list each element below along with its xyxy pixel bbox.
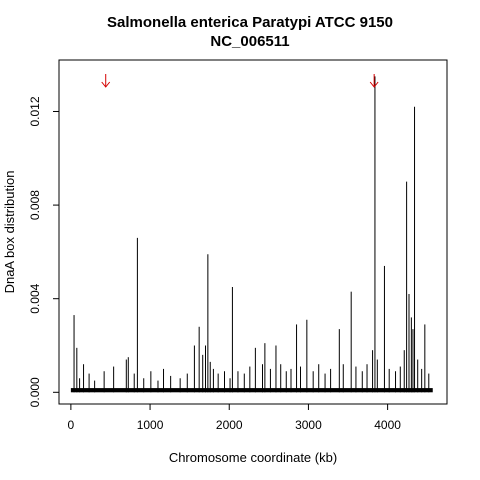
x-tick-label: 4000 bbox=[374, 418, 401, 432]
chart-title-line-1: Salmonella enterica Paratypi ATCC 9150 bbox=[107, 14, 393, 31]
peak-bars bbox=[70, 76, 433, 393]
x-tick-label: 3000 bbox=[295, 418, 322, 432]
y-tick-label: 0.004 bbox=[28, 283, 42, 313]
down-arrow-icon bbox=[101, 74, 111, 88]
y-tick-label: 0.012 bbox=[28, 96, 42, 126]
y-axis-label: DnaA box distribution bbox=[2, 171, 17, 294]
x-tick-label: 1000 bbox=[137, 418, 164, 432]
x-axis: 0 1000 2000 3000 4000 bbox=[68, 403, 401, 432]
y-axis: 0.000 0.004 0.008 0.012 bbox=[28, 96, 60, 407]
chart-title-line-2: NC_006511 bbox=[210, 33, 289, 50]
y-tick-label: 0.008 bbox=[28, 190, 42, 220]
down-arrow-icon bbox=[369, 74, 379, 88]
y-tick-label: 0.000 bbox=[28, 377, 42, 407]
x-axis-label: Chromosome coordinate (kb) bbox=[169, 450, 337, 465]
x-tick-label: 2000 bbox=[216, 418, 243, 432]
baseline-band bbox=[70, 388, 433, 393]
plot-frame bbox=[58, 59, 448, 405]
marker-arrows bbox=[101, 74, 379, 88]
x-tick-label: 0 bbox=[68, 418, 75, 432]
